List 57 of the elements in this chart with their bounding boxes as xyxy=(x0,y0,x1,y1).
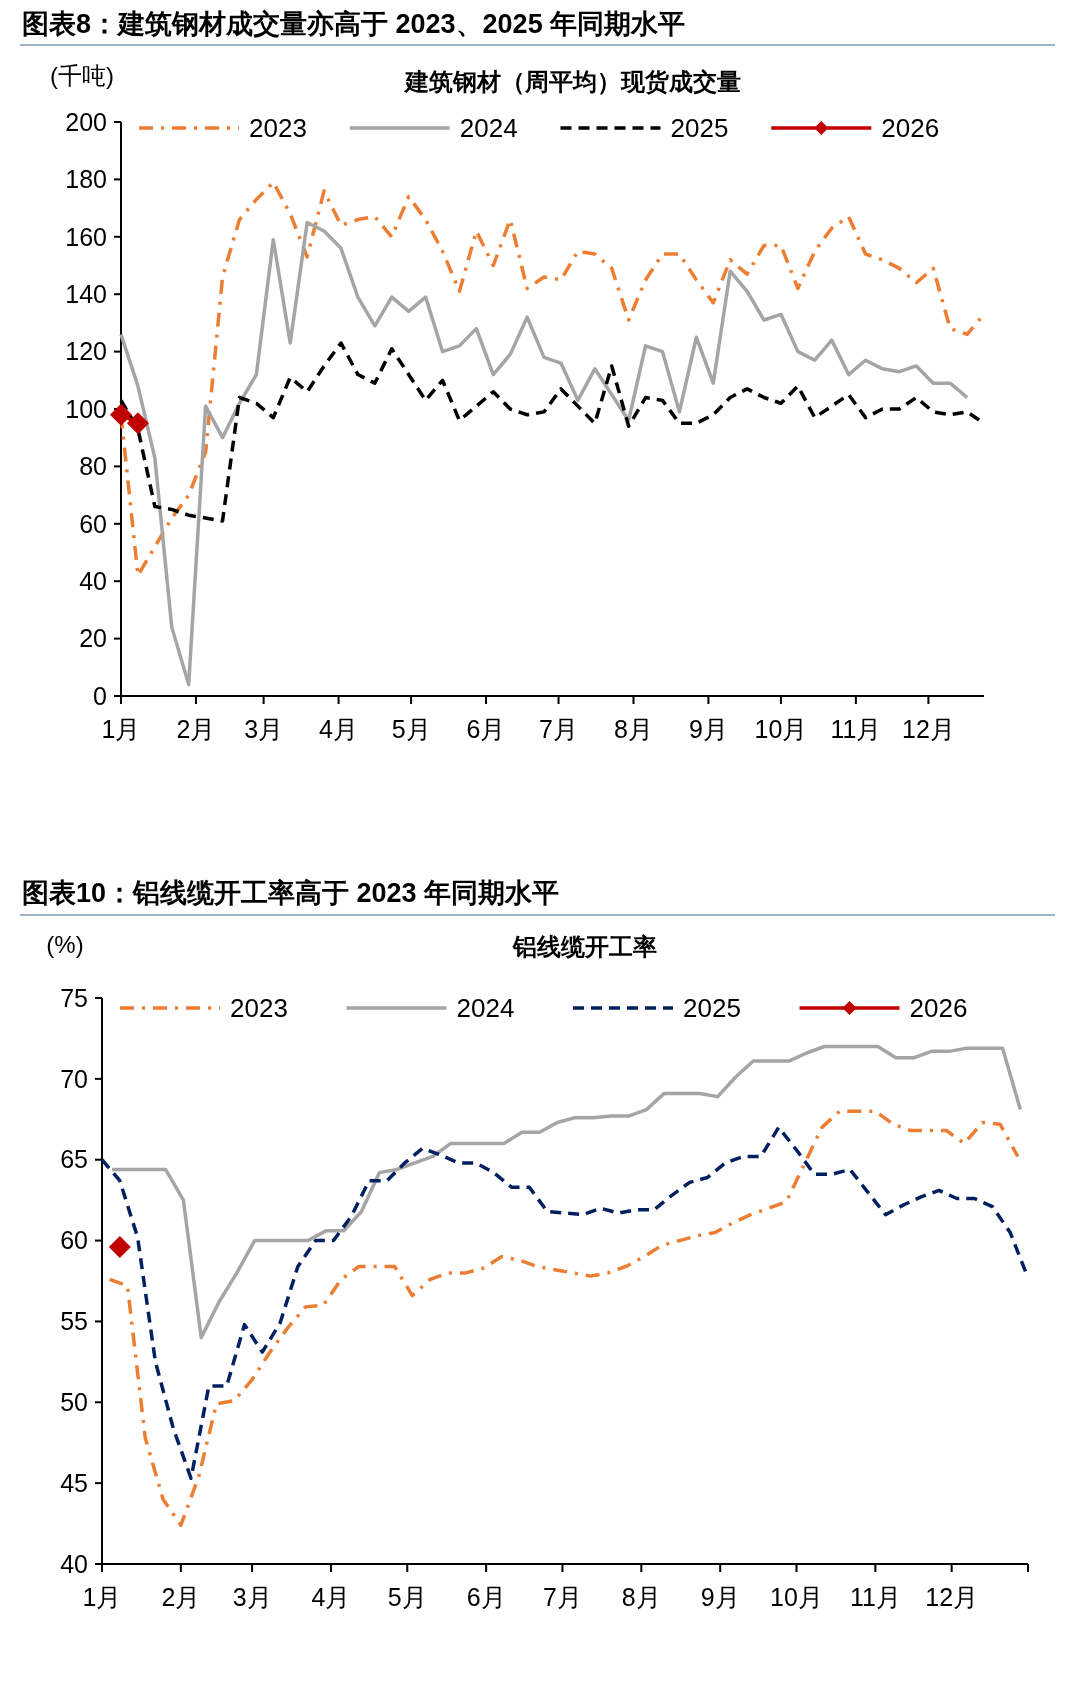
y-tick-label: 200 xyxy=(65,107,107,136)
x-tick-label: 3月 xyxy=(244,715,284,743)
y-tick-label: 20 xyxy=(79,624,107,653)
y-tick-label: 75 xyxy=(60,983,88,1012)
y-tick-label: 180 xyxy=(65,165,107,194)
legend-label: 2024 xyxy=(459,113,518,144)
chart-title: 图表8：建筑钢材成交量亦高于 2023、2025 年同期水平 xyxy=(22,9,686,39)
y-tick-label: 160 xyxy=(65,222,107,251)
y-tick-label: 0 xyxy=(93,681,107,710)
x-tick-label: 12月 xyxy=(901,715,955,743)
legend-label: 2024 xyxy=(456,993,515,1024)
y-axis-title: (%) xyxy=(46,931,84,958)
x-tick-label: 11月 xyxy=(830,715,882,743)
x-tick-label: 7月 xyxy=(543,1583,582,1611)
y-tick-label: 60 xyxy=(60,1226,88,1255)
y-axis-title: (千吨) xyxy=(50,62,114,89)
x-tick-label: 9月 xyxy=(700,1583,740,1611)
x-tick-label: 7月 xyxy=(539,715,578,743)
x-tick-label: 1月 xyxy=(82,1583,122,1611)
x-tick-label: 11月 xyxy=(849,1583,901,1611)
x-tick-label: 3月 xyxy=(232,1583,272,1611)
x-tick-label: 10月 xyxy=(770,1583,823,1611)
x-tick-label: 5月 xyxy=(387,1583,427,1611)
x-tick-label: 6月 xyxy=(466,715,506,743)
y-tick-label: 45 xyxy=(60,1468,88,1497)
y-tick-label: 70 xyxy=(60,1064,88,1093)
chart-subtitle: 铝线缆开工率 xyxy=(512,933,657,960)
chart-subtitle: 建筑钢材（周平均）现货成交量 xyxy=(402,68,741,95)
x-tick-label: 4月 xyxy=(311,1583,351,1611)
y-tick-label: 60 xyxy=(79,509,107,538)
legend-label: 2025 xyxy=(670,113,729,144)
y-tick-label: 80 xyxy=(79,452,107,481)
x-tick-label: 1月 xyxy=(101,715,141,743)
x-tick-label: 2月 xyxy=(161,1583,201,1611)
legend-label: 2026 xyxy=(909,993,968,1024)
y-tick-label: 40 xyxy=(60,1549,88,1578)
legend-label: 2023 xyxy=(249,113,307,144)
y-tick-label: 50 xyxy=(60,1388,88,1417)
y-tick-label: 120 xyxy=(65,337,107,366)
y-tick-label: 40 xyxy=(79,566,107,595)
y-tick-label: 55 xyxy=(60,1307,88,1336)
chart-title: 图表10：铝线缆开工率高于 2023 年同期水平 xyxy=(22,878,560,908)
x-tick-label: 12月 xyxy=(925,1583,979,1611)
x-tick-label: 10月 xyxy=(754,715,808,743)
y-tick-label: 65 xyxy=(60,1145,88,1174)
x-tick-label: 6月 xyxy=(466,1583,506,1611)
x-tick-label: 2月 xyxy=(176,715,216,743)
x-tick-label: 8月 xyxy=(614,715,653,743)
x-tick-label: 4月 xyxy=(319,715,359,743)
y-tick-label: 100 xyxy=(65,394,107,423)
legend-label: 2026 xyxy=(881,113,940,144)
x-tick-label: 8月 xyxy=(621,1583,661,1611)
y-tick-label: 140 xyxy=(65,279,107,308)
x-tick-label: 9月 xyxy=(688,715,728,743)
legend-label: 2023 xyxy=(230,993,288,1024)
x-tick-label: 5月 xyxy=(391,715,431,743)
legend-label: 2025 xyxy=(683,993,741,1024)
